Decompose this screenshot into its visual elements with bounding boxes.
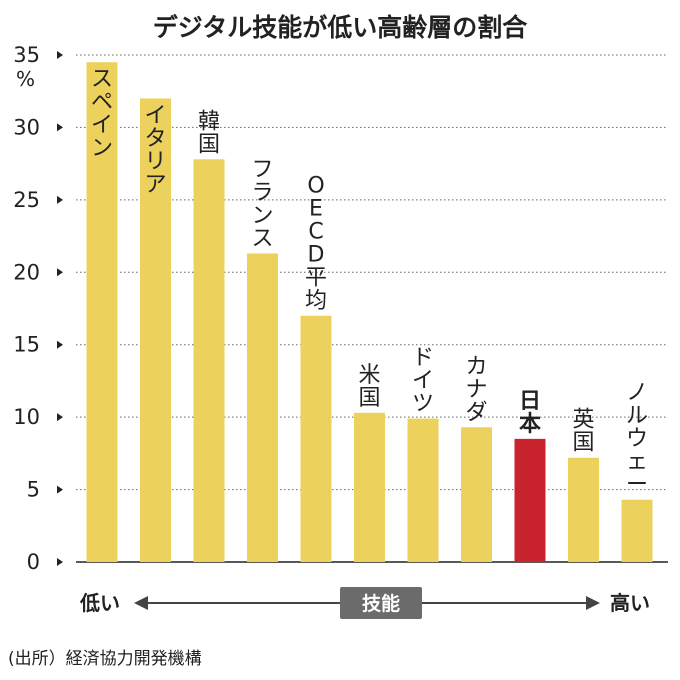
category-label: ドイツ (412, 346, 434, 417)
tick-marker-icon (57, 51, 63, 59)
category-label: 英国 (572, 408, 594, 456)
chart-title: デジタル技能が低い高齢層の割合 (153, 13, 529, 42)
bar (193, 159, 225, 562)
bar (621, 499, 653, 562)
tick-marker-icon (57, 268, 63, 277)
tick-marker-icon (57, 413, 63, 422)
bar (140, 98, 171, 562)
bar (514, 438, 546, 562)
y-axis: 0 5 10 15 20 25 30 35 (13, 43, 63, 574)
y-tick-label: 25 (13, 188, 40, 212)
bar (86, 62, 118, 562)
category-label: 米国 (358, 363, 380, 411)
bar (407, 418, 439, 562)
y-tick-label: 20 (13, 260, 40, 284)
skill-axis: 低い 技能 高い (79, 587, 650, 619)
y-tick-label: 35 (13, 43, 40, 67)
category-label: 韓国 (198, 109, 220, 157)
y-axis-unit: % (16, 67, 35, 91)
y-tick-label: 30 (13, 115, 40, 139)
source-note: (出所）経済協力開発機構 (8, 649, 202, 669)
tick-marker-icon (57, 485, 63, 494)
bar (247, 253, 278, 562)
axis-right-label: 高い (610, 591, 650, 615)
bar (461, 427, 492, 562)
tick-marker-icon (57, 123, 63, 132)
skill-label-box (340, 587, 422, 619)
category-label: カナダ (465, 354, 487, 425)
y-tick-label: 5 (27, 478, 40, 502)
tick-marker-icon (57, 558, 63, 566)
y-tick-label: 15 (13, 333, 40, 357)
category-label: ノルウェー (626, 381, 648, 498)
axis-left-label: 低い (79, 591, 120, 615)
tick-marker-icon (57, 195, 63, 204)
bar (300, 315, 332, 562)
category-label: O E C D 平均 (305, 174, 327, 314)
category-label: イタリア (144, 103, 166, 197)
category-label: フランス (251, 157, 273, 251)
arrow-left-icon (134, 596, 148, 610)
category-label: 日本 (519, 389, 541, 437)
bar (568, 457, 599, 562)
bars (86, 62, 653, 562)
bar (354, 412, 385, 562)
tick-marker-icon (57, 340, 63, 349)
axis-center-label: 技能 (362, 592, 400, 615)
category-label: スペイン (91, 67, 113, 161)
arrow-right-icon (586, 596, 600, 610)
y-tick-label: 0 (27, 550, 40, 574)
y-tick-label: 10 (13, 405, 40, 429)
